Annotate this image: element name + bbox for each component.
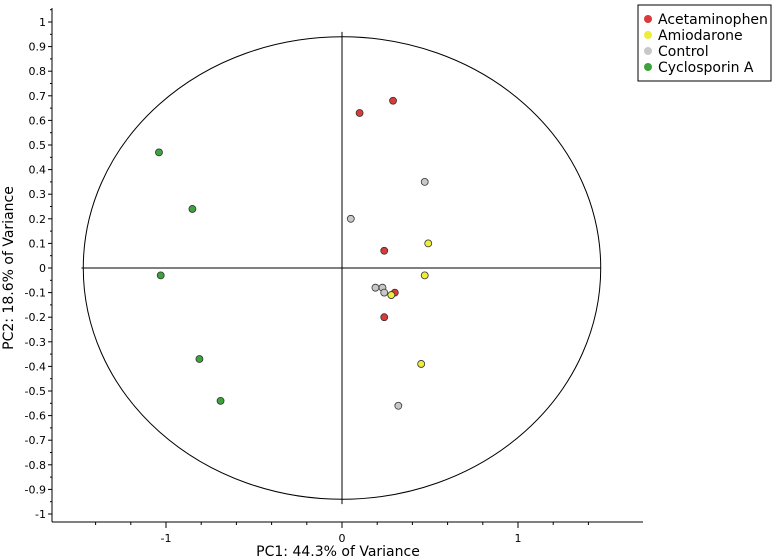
legend-marker [644, 47, 652, 55]
legend-marker [644, 63, 652, 71]
data-point [355, 109, 364, 117]
y-tick-label: -0.1 [25, 287, 46, 300]
x-tick-label: 0 [339, 532, 346, 545]
x-axis-title: PC1: 44.3% of Variance [256, 544, 420, 560]
y-tick-label: -0.6 [25, 410, 46, 423]
y-tick-label: 0.5 [29, 139, 47, 152]
legend-label: Acetaminophen [658, 12, 768, 28]
plot-frame [51, 8, 643, 523]
data-point [424, 239, 433, 248]
y-tick-label: -1 [35, 508, 46, 521]
data-points [155, 96, 433, 410]
y-tick-label: -0.2 [25, 311, 46, 324]
y-tick-label: 0.6 [29, 114, 47, 127]
data-point [380, 313, 389, 322]
y-tick-label: -0.7 [25, 434, 46, 447]
data-point [389, 96, 397, 105]
data-point [216, 396, 225, 405]
data-point [380, 246, 389, 255]
data-point [155, 148, 163, 157]
legend-label: Control [658, 44, 709, 60]
data-point [417, 360, 426, 368]
data-point [387, 291, 396, 299]
legend-label: Cyclosporin A [658, 60, 754, 76]
x-tick-label: 1 [515, 532, 522, 545]
y-tick-label: 0.3 [29, 188, 47, 201]
y-tick-label: -0.8 [25, 459, 46, 472]
series-control [346, 177, 429, 410]
data-point [346, 214, 355, 223]
y-tick-label: 0.2 [29, 213, 47, 226]
y-tick-label: 0.8 [29, 65, 47, 78]
legend-label: Amiodarone [658, 28, 743, 44]
data-point [188, 205, 197, 213]
legend-marker [644, 31, 652, 39]
legend-box [637, 4, 772, 82]
y-tick-label: -0.3 [25, 336, 46, 349]
data-point [420, 177, 429, 186]
y-tick-label: 1 [39, 16, 46, 29]
y-tick-label: -0.5 [25, 385, 46, 398]
y-tick-label: 0.7 [29, 90, 47, 103]
data-point [420, 271, 429, 280]
series-amiodarone [387, 239, 433, 368]
y-tick-label: 0.9 [29, 41, 47, 54]
y-tick-label: 0.4 [29, 164, 47, 177]
series-cyclosporin-a [155, 148, 225, 405]
y-tick-label: 0.1 [29, 237, 47, 250]
legend: AcetaminophenAmiodaroneControlCyclospori… [637, 4, 772, 82]
data-point [195, 355, 204, 363]
data-point [380, 288, 389, 297]
x-tick-label: -1 [161, 532, 172, 545]
data-point [371, 283, 380, 292]
legend-marker [644, 15, 652, 23]
axes: -1 -0.9 -0.8 -0.7 -0.6 -0.5 -0.4 -0.3 -0.2 -0.1 0 0… [25, 9, 601, 545]
y-axis-title: PC2: 18.6% of Variance [1, 186, 17, 350]
data-point [156, 271, 165, 280]
data-point [394, 401, 403, 410]
y-tick-label: -0.4 [25, 360, 46, 373]
y-tick-label: 0 [39, 262, 46, 275]
y-tick-label: -0.9 [25, 483, 46, 496]
